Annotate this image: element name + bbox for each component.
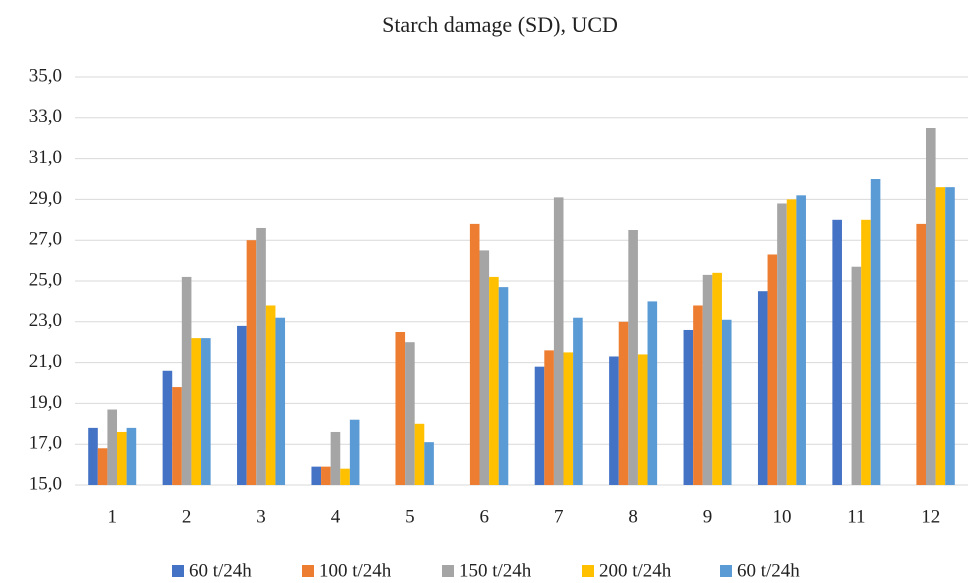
- bar: [945, 187, 955, 485]
- bar: [916, 223, 926, 485]
- bar: [618, 321, 629, 485]
- bar: [851, 266, 862, 485]
- bar: [832, 219, 842, 486]
- bar: [349, 419, 360, 485]
- bar: [181, 276, 192, 485]
- y-tick-label: 35,0: [29, 65, 62, 86]
- y-tick-label: 27,0: [29, 229, 62, 250]
- bar: [796, 195, 806, 485]
- bar: [757, 291, 768, 485]
- legend-swatch: [302, 565, 314, 577]
- bar: [117, 431, 127, 485]
- bar: [479, 250, 490, 485]
- bar: [469, 223, 480, 485]
- y-tick-label: 31,0: [29, 147, 62, 168]
- y-tick-label: 23,0: [29, 310, 62, 331]
- bar: [330, 431, 341, 485]
- x-tick-label: 9: [703, 506, 713, 527]
- bar: [647, 301, 658, 485]
- bar: [861, 219, 871, 486]
- legend-swatch: [582, 565, 594, 577]
- x-tick-label: 6: [480, 506, 490, 527]
- bar: [637, 354, 648, 485]
- bar: [256, 227, 266, 485]
- bar: [172, 387, 182, 485]
- x-tick-label: 12: [921, 506, 940, 527]
- legend-swatch: [442, 565, 454, 577]
- y-tick-label: 17,0: [29, 433, 62, 454]
- bar: [573, 317, 583, 485]
- bar: [340, 468, 350, 485]
- bar: [712, 272, 722, 485]
- x-tick-label: 5: [405, 506, 415, 527]
- bar: [162, 370, 173, 485]
- bar: [544, 350, 554, 485]
- y-tick-label: 29,0: [29, 188, 62, 209]
- legend-label: 60 t/24h: [737, 560, 800, 581]
- bar: [237, 325, 247, 485]
- bar: [246, 240, 257, 485]
- x-tick-label: 8: [628, 506, 638, 527]
- x-tick-label: 11: [847, 506, 865, 527]
- y-tick-label: 33,0: [29, 106, 62, 127]
- bar: [767, 254, 778, 485]
- bar: [414, 423, 425, 485]
- bar: [786, 199, 797, 485]
- x-tick-label: 3: [256, 506, 266, 527]
- bar: [777, 203, 787, 486]
- x-tick-label: 1: [107, 506, 117, 527]
- bar: [693, 305, 703, 485]
- x-tick-label: 2: [182, 506, 192, 527]
- chart-title: Starch damage (SD), UCD: [382, 12, 618, 37]
- y-tick-label: 15,0: [29, 473, 62, 494]
- bar: [107, 409, 118, 485]
- bar: [721, 319, 732, 485]
- bar: [126, 427, 137, 485]
- bar: [925, 128, 936, 485]
- legend-label: 150 t/24h: [459, 560, 532, 581]
- bar: [321, 466, 331, 485]
- bar: [424, 442, 434, 485]
- legend-label: 200 t/24h: [599, 560, 672, 581]
- bar: [201, 338, 211, 485]
- legend-label: 100 t/24h: [319, 560, 392, 581]
- bar: [395, 332, 406, 485]
- bar: [683, 329, 694, 485]
- y-tick-label: 25,0: [29, 269, 62, 290]
- bar: [97, 448, 108, 485]
- bar: [489, 276, 499, 485]
- bar: [870, 179, 881, 485]
- x-tick-label: 4: [331, 506, 341, 527]
- bar: [702, 274, 713, 485]
- bar: [553, 197, 564, 486]
- bar: [563, 352, 574, 485]
- legend-swatch: [172, 565, 184, 577]
- legend-swatch: [720, 565, 732, 577]
- bar: [609, 356, 619, 485]
- bar: [265, 305, 276, 485]
- x-tick-label: 10: [772, 506, 791, 527]
- legend-label: 60 t/24h: [189, 560, 252, 581]
- bar: [534, 366, 545, 485]
- bar: [935, 187, 946, 485]
- bar: [311, 466, 322, 485]
- bar: [405, 342, 415, 485]
- bar: [88, 427, 98, 485]
- bar: [628, 230, 638, 485]
- y-tick-label: 21,0: [29, 351, 62, 372]
- x-tick-label: 7: [554, 506, 564, 527]
- bar: [191, 338, 202, 485]
- bar: [498, 287, 509, 485]
- y-tick-label: 19,0: [29, 392, 62, 413]
- bar: [275, 317, 286, 485]
